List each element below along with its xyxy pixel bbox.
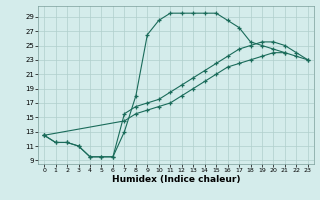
X-axis label: Humidex (Indice chaleur): Humidex (Indice chaleur) [112, 175, 240, 184]
